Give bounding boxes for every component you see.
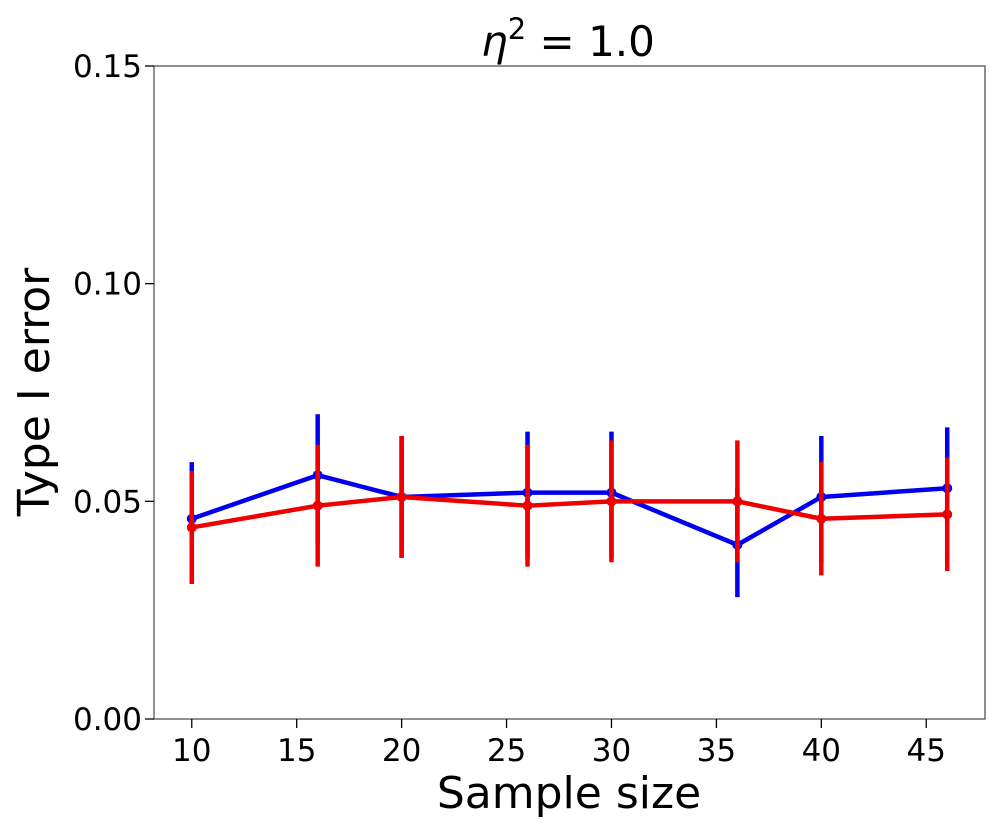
x-tick-label: 40 [802, 733, 841, 769]
title-superscript: 2 [508, 12, 526, 46]
x-tick-label: 25 [487, 733, 526, 769]
series-red [186, 436, 953, 585]
x-tick-label: 15 [277, 733, 316, 769]
title-symbol: η [481, 17, 508, 66]
y-tick-label: 0.15 [73, 49, 142, 85]
series-line [191, 494, 948, 530]
title-value: = 1.0 [526, 17, 655, 66]
x-tick-label: 30 [592, 733, 631, 769]
y-tick-label: 0.00 [73, 702, 142, 738]
y-tick-label: 0.10 [73, 267, 142, 303]
x-axis: 10 15 20 25 30 35 40 45 [172, 719, 946, 769]
y-axis: 0.00 0.05 0.10 0.15 [73, 49, 154, 738]
series-layer [186, 414, 953, 598]
data-point [732, 496, 743, 507]
x-tick-label: 10 [172, 733, 211, 769]
data-point [942, 509, 953, 520]
data-point [396, 491, 407, 502]
x-axis-label: Sample size [437, 768, 701, 819]
x-tick-label: 20 [382, 733, 421, 769]
data-point [312, 500, 323, 511]
chart-title: η2 = 1.0 [481, 12, 655, 66]
x-tick-label: 45 [907, 733, 946, 769]
data-point [816, 513, 827, 524]
y-tick-label: 0.05 [73, 484, 142, 520]
x-tick-label: 35 [697, 733, 736, 769]
series-line [191, 472, 948, 548]
data-point [606, 496, 617, 507]
plot-area [153, 65, 986, 720]
data-point [522, 500, 533, 511]
y-axis-label: Type I error [9, 267, 60, 517]
data-point [186, 522, 197, 533]
